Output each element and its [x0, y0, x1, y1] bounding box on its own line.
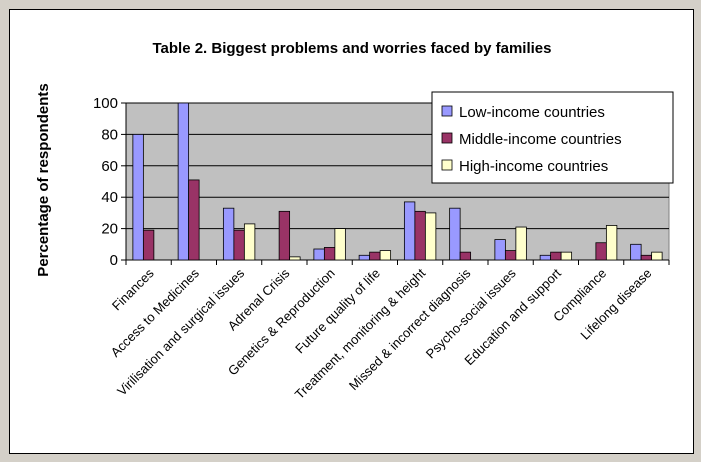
bar [289, 256, 301, 261]
bar [403, 201, 416, 261]
bar [494, 239, 506, 261]
legend-label: Middle-income countries [459, 131, 622, 148]
bar [278, 210, 291, 261]
bar [595, 242, 607, 261]
bar [640, 254, 653, 261]
y-axis-label: Percentage of respondents [35, 83, 52, 276]
bar [323, 247, 336, 261]
bar [560, 251, 573, 261]
bar [630, 243, 642, 261]
bar [188, 179, 200, 261]
chart-area: Table 2. Biggest problems and worries fa… [9, 9, 694, 454]
bar [222, 207, 235, 261]
bar [334, 228, 346, 261]
legend-label: Low-income countries [459, 104, 605, 121]
bar [358, 254, 371, 261]
x-tick-label: Future quality of life [292, 266, 383, 357]
bar [504, 250, 517, 261]
legend-swatch [441, 105, 453, 117]
bar [132, 134, 144, 261]
y-tick-label: 80 [101, 126, 118, 143]
bar [379, 250, 392, 261]
legend-swatch [441, 132, 453, 144]
bar [605, 225, 618, 261]
bar [651, 251, 663, 261]
y-tick-label: 60 [101, 158, 118, 175]
bar [515, 226, 527, 261]
bar [142, 229, 155, 261]
bar [243, 223, 256, 261]
bar [313, 248, 325, 261]
bar [233, 229, 245, 261]
legend: Low-income countries Middle-income countr… [431, 91, 674, 184]
bar [177, 102, 190, 261]
bar-chart: Table 2. Biggest problems and worries fa… [35, 40, 674, 402]
y-tick-label: 40 [101, 189, 118, 206]
y-tick-label: 100 [93, 95, 118, 112]
bar [424, 212, 437, 261]
y-tick-label: 0 [110, 252, 118, 269]
bar [459, 251, 472, 261]
bar [449, 207, 461, 261]
bar [539, 254, 552, 261]
legend-swatch [441, 159, 453, 171]
bar [369, 251, 381, 261]
bar [550, 251, 562, 261]
bar [414, 210, 426, 261]
legend-label: High-income countries [459, 158, 608, 175]
legend-box [431, 91, 674, 184]
x-tick-label: Access to Medicines [108, 265, 203, 360]
y-tick-label: 20 [101, 221, 118, 238]
chart-title: Table 2. Biggest problems and worries fa… [152, 40, 551, 57]
